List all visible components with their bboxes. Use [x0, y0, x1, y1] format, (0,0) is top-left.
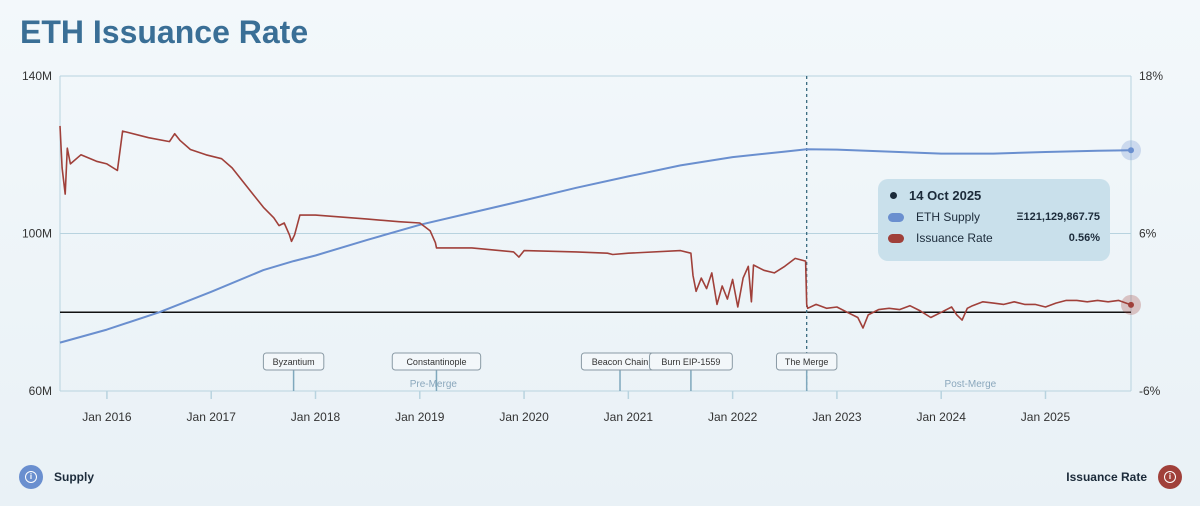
y-left-tick-label: 100M	[22, 227, 52, 241]
event-label: The Merge	[785, 357, 829, 367]
x-tick-label: Jan 2019	[395, 410, 445, 424]
tooltip-date: 14 Oct 2025	[909, 188, 982, 203]
grid-lines	[59, 75, 1132, 392]
x-tick-label: Jan 2018	[291, 410, 341, 424]
info-icon[interactable]: i	[1158, 465, 1182, 489]
y-left-tick-label: 140M	[22, 69, 52, 83]
right-axis: 18% 6% -6%	[1139, 69, 1163, 398]
x-tick-label: Jan 2020	[499, 410, 549, 424]
supply-swatch	[888, 212, 904, 222]
hover-point	[1128, 301, 1134, 308]
event-label-box	[649, 352, 733, 371]
y-right-tick-label: -6%	[1139, 384, 1161, 398]
tooltip-label: Issuance Rate	[916, 231, 993, 245]
event-label-box	[775, 352, 838, 371]
issuance-swatch	[888, 233, 904, 243]
legend-supply-label: Supply	[54, 470, 95, 484]
x-tick-label: Jan 2024	[917, 410, 967, 424]
legend-supply[interactable]: i Supply	[19, 465, 94, 489]
hover-point	[1128, 147, 1134, 154]
event-label-box	[391, 352, 482, 371]
y-right-tick-label: 18%	[1139, 69, 1163, 83]
tooltip-value: Ξ121,129,867.75	[1016, 211, 1100, 223]
x-axis: Jan 2016 Jan 2017 Jan 2018 Jan 2019 Jan 2020…	[82, 391, 1070, 424]
tooltip-row-issuance: Issuance Rate 0.56%	[888, 231, 1100, 245]
y-right-tick-label: 6%	[1139, 227, 1157, 241]
tooltip-value: 0.56%	[1068, 232, 1100, 244]
info-icon[interactable]: i	[19, 465, 43, 489]
x-tick-label: Jan 2023	[812, 410, 862, 424]
event-label: Burn EIP-1559	[661, 357, 720, 367]
supply-line	[59, 148, 1132, 344]
series-lines	[59, 125, 1132, 344]
x-tick-label: Jan 2016	[82, 410, 132, 424]
issuance-line	[59, 125, 1132, 329]
event-markers: Byzantium Constantinople Beacon Chain Burn …	[262, 76, 997, 391]
event-label: Byzantium	[273, 357, 315, 367]
tooltip-label: ETH Supply	[916, 210, 981, 224]
y-left-tick-label: 60M	[29, 384, 52, 398]
tooltip-dot	[890, 192, 897, 199]
event-label-box	[262, 352, 325, 371]
legend-issuance-label: Issuance Rate	[1066, 470, 1147, 484]
x-tick-label: Jan 2022	[708, 410, 758, 424]
era-label: Post-Merge	[945, 379, 997, 390]
era-label: Pre-Merge	[410, 379, 458, 390]
event-label: Beacon Chain	[592, 357, 649, 367]
x-tick-label: Jan 2025	[1021, 410, 1071, 424]
legend-issuance[interactable]: Issuance Rate i	[1066, 465, 1182, 489]
tooltip-row-supply: ETH Supply Ξ121,129,867.75	[888, 210, 1100, 224]
x-tick-label: Jan 2017	[187, 410, 237, 424]
left-axis: 140M 100M 60M	[22, 69, 52, 398]
x-tick-label: Jan 2021	[604, 410, 654, 424]
hover-tooltip: 14 Oct 2025 ETH Supply Ξ121,129,867.75 I…	[878, 179, 1110, 261]
hover-markers	[1121, 140, 1141, 315]
chart-title: ETH Issuance Rate	[20, 14, 309, 50]
event-label: Constantinople	[406, 357, 466, 367]
